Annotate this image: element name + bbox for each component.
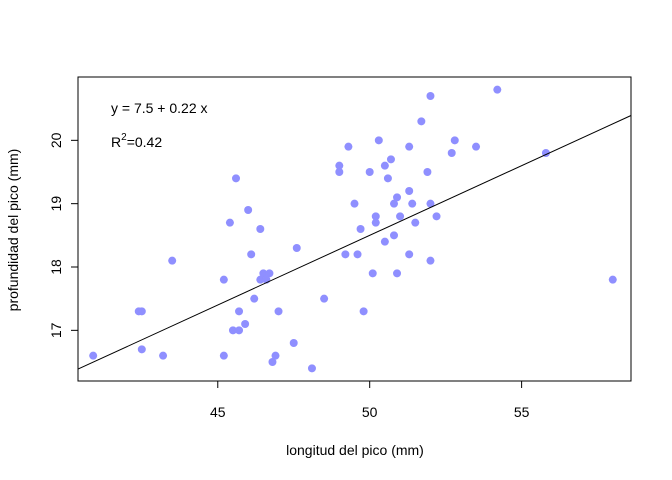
data-point <box>405 250 414 259</box>
x-tick-label: 50 <box>362 404 378 420</box>
data-point <box>219 275 228 284</box>
data-point <box>289 339 298 347</box>
data-point <box>241 320 250 328</box>
data-point <box>344 142 353 151</box>
data-point <box>159 351 168 360</box>
data-point <box>235 326 244 335</box>
data-point <box>374 136 383 145</box>
data-point <box>137 345 146 354</box>
data-point <box>432 212 441 221</box>
data-point <box>380 237 389 246</box>
data-point <box>228 326 237 335</box>
data-point <box>292 244 301 252</box>
data-point <box>274 307 283 316</box>
data-point <box>417 117 426 126</box>
data-point <box>320 294 329 303</box>
y-axis-label: profundidad del pico (mm) <box>5 149 21 312</box>
data-point <box>472 142 481 151</box>
data-point <box>335 161 344 170</box>
data-point <box>396 212 405 221</box>
data-point <box>405 187 414 195</box>
data-point <box>608 275 617 284</box>
data-point <box>493 85 502 94</box>
x-tick-label: 45 <box>210 404 226 420</box>
data-point <box>335 168 344 176</box>
data-point <box>393 269 402 278</box>
data-point <box>426 256 435 265</box>
y-tick-label: 17 <box>48 322 64 338</box>
data-point <box>250 294 259 303</box>
data-point <box>365 168 374 176</box>
data-point <box>247 250 256 259</box>
data-point <box>447 149 456 157</box>
data-point <box>271 351 280 360</box>
data-point <box>350 199 359 208</box>
data-point <box>371 218 380 227</box>
data-point <box>408 199 417 208</box>
data-point <box>265 269 274 278</box>
x-tick-label: 55 <box>514 404 530 420</box>
data-point <box>356 225 365 233</box>
data-point <box>256 225 265 233</box>
data-point <box>359 307 368 316</box>
data-point <box>89 351 98 360</box>
data-point <box>168 256 177 265</box>
equation-annotation: y = 7.5 + 0.22 x <box>111 100 208 116</box>
r2-exponent: 2 <box>121 132 127 143</box>
y-tick-label: 18 <box>48 259 64 275</box>
data-point <box>137 307 146 316</box>
data-point <box>341 250 350 259</box>
data-point <box>368 269 377 278</box>
data-point <box>450 136 459 145</box>
data-point <box>232 174 240 183</box>
data-point <box>371 212 380 221</box>
regression-line-group <box>77 115 632 370</box>
data-point <box>383 174 392 183</box>
data-point <box>256 275 265 284</box>
data-point <box>259 269 268 278</box>
data-point <box>244 206 253 214</box>
data-point <box>411 218 420 227</box>
y-tick-label: 19 <box>48 196 64 212</box>
data-point <box>225 218 234 227</box>
y-tick-label: 20 <box>48 132 64 148</box>
r2-symbol: R <box>111 134 121 150</box>
data-point <box>393 193 402 202</box>
data-point <box>386 155 395 164</box>
plot-frame <box>77 76 632 382</box>
data-point <box>390 199 398 208</box>
x-axis-label: longitud del pico (mm) <box>286 442 424 458</box>
data-point <box>219 351 228 360</box>
data-point <box>423 168 432 176</box>
regression-line <box>77 115 632 370</box>
data-point <box>405 142 414 151</box>
data-point <box>353 250 362 259</box>
data-point <box>426 199 435 208</box>
r2-annotation: R2=0.42 <box>111 132 162 150</box>
data-point <box>426 92 435 100</box>
data-point <box>390 231 398 240</box>
data-point <box>235 307 244 316</box>
data-point <box>268 358 277 366</box>
data-points <box>89 85 617 373</box>
x-axis: 45 50 55 <box>210 381 530 420</box>
r2-value: =0.42 <box>127 134 163 150</box>
data-point <box>307 364 316 373</box>
data-point <box>380 161 389 170</box>
y-axis: 17 18 19 20 <box>48 132 78 338</box>
